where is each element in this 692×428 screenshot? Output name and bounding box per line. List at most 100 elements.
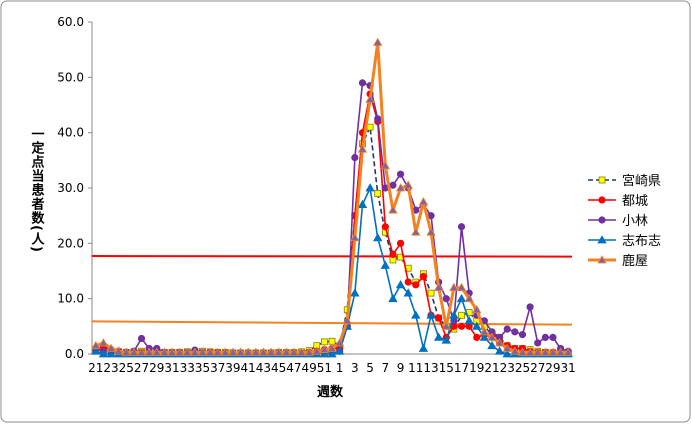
marker <box>418 197 429 206</box>
marker <box>479 327 490 336</box>
marker <box>205 347 215 356</box>
marker <box>374 190 382 197</box>
marker <box>98 349 109 358</box>
marker <box>487 332 497 341</box>
marker <box>113 346 124 355</box>
marker <box>213 347 223 356</box>
marker <box>458 311 465 319</box>
marker <box>395 183 406 192</box>
marker <box>457 322 466 330</box>
marker <box>598 216 606 224</box>
y-tick-label: 20.0 <box>57 236 84 250</box>
marker <box>319 344 330 353</box>
marker <box>395 280 406 289</box>
marker <box>106 343 116 352</box>
marker <box>442 295 450 303</box>
marker <box>296 347 307 356</box>
marker <box>197 347 208 356</box>
marker <box>503 325 511 333</box>
marker <box>427 289 435 297</box>
marker <box>517 347 528 356</box>
marker <box>433 332 444 341</box>
marker <box>511 328 519 336</box>
marker <box>494 338 505 347</box>
marker <box>91 346 101 355</box>
legend-label: 鹿屋 <box>622 253 648 269</box>
marker <box>598 196 606 204</box>
x-tick-label: 11 <box>408 361 423 375</box>
marker <box>357 199 368 208</box>
marker <box>526 303 534 311</box>
marker <box>358 79 367 87</box>
marker <box>494 346 505 355</box>
marker <box>534 339 542 347</box>
marker <box>289 347 299 356</box>
marker <box>449 282 459 291</box>
marker <box>597 235 607 244</box>
x-tick-label: 45 <box>271 361 286 375</box>
x-tick-label: 29 <box>545 361 560 375</box>
marker <box>433 282 444 291</box>
marker <box>396 170 405 178</box>
x-tick-label: 19 <box>469 361 484 375</box>
marker <box>136 347 147 356</box>
marker <box>540 347 551 356</box>
x-tick-label: 33 <box>180 361 195 375</box>
marker <box>389 181 397 189</box>
marker <box>403 288 413 297</box>
marker <box>388 293 398 303</box>
marker <box>121 347 131 356</box>
marker <box>457 223 466 231</box>
marker <box>334 338 345 347</box>
x-tick-label: 31 <box>561 361 576 375</box>
marker <box>464 293 474 303</box>
x-tick-label: 23 <box>103 361 118 375</box>
marker <box>502 343 512 352</box>
marker <box>404 278 412 286</box>
marker <box>106 349 116 358</box>
marker <box>235 347 246 356</box>
marker <box>281 347 291 356</box>
marker <box>411 227 421 236</box>
marker <box>159 347 170 356</box>
marker <box>381 223 389 231</box>
marker <box>518 331 527 339</box>
marker <box>334 346 345 355</box>
marker <box>327 349 337 358</box>
x-tick-label: 51 <box>317 361 332 375</box>
x-tick-label: 21 <box>88 361 103 375</box>
marker <box>304 347 314 356</box>
x-tick-label: 29 <box>149 361 164 375</box>
marker <box>464 315 474 325</box>
x-tick-label: 27 <box>134 361 149 375</box>
marker <box>487 340 497 350</box>
marker <box>350 232 360 242</box>
marker <box>365 183 375 192</box>
x-tick-label: 15 <box>439 361 454 375</box>
x-tick-label: 25 <box>515 361 530 375</box>
x-axis-title: 週数 <box>317 384 344 400</box>
x-tick-label: 27 <box>530 361 545 375</box>
marker <box>597 255 607 264</box>
x-tick-label: 43 <box>256 361 271 375</box>
marker <box>91 340 101 350</box>
marker <box>426 227 436 236</box>
marker <box>351 153 359 162</box>
marker <box>380 161 391 170</box>
marker <box>472 321 482 330</box>
marker <box>243 347 253 356</box>
x-tick-label: 39 <box>225 361 240 375</box>
marker <box>373 232 383 242</box>
x-tick-label: 9 <box>397 361 405 375</box>
x-tick-label: 31 <box>164 361 179 375</box>
marker <box>510 346 520 355</box>
marker <box>541 333 549 341</box>
x-tick-label: 17 <box>454 361 469 375</box>
marker <box>366 123 374 131</box>
marker <box>412 281 420 289</box>
x-tick-label: 49 <box>302 361 317 375</box>
marker <box>426 310 436 319</box>
marker <box>403 180 413 189</box>
y-axis-title: 一定点当患者数(人) <box>29 127 46 253</box>
